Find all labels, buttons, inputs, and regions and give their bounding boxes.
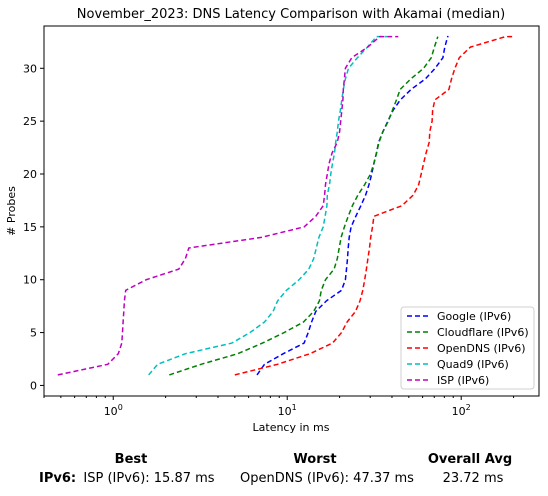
- x-axis-label: Latency in ms: [253, 421, 330, 434]
- series-line-google-ipv6: [256, 35, 449, 376]
- x-tick-label: 101: [278, 403, 297, 418]
- worst-value: OpenDNS (IPv6): 47.37 ms: [240, 471, 414, 486]
- y-tick-label: 30: [23, 62, 37, 75]
- worst-header: Worst: [293, 452, 337, 467]
- legend-box: [400, 306, 535, 390]
- y-tick-label: 15: [23, 221, 37, 234]
- best-value: ISP (IPv6): 15.87 ms: [83, 471, 215, 486]
- legend-label-cloudflare-ipv6: Cloudflare (IPv6): [437, 326, 529, 339]
- legend-label-quad9-ipv6: Quad9 (IPv6): [437, 358, 509, 371]
- y-tick-label: 20: [23, 168, 37, 181]
- plot-area: [43, 25, 540, 397]
- series-line-quad9-ipv6: [148, 35, 387, 376]
- y-tick-label: 0: [30, 379, 37, 392]
- summary-panel: Best Worst Overall Avg IPv6: ISP (IPv6):…: [0, 446, 548, 496]
- y-axis-label: # Probes: [5, 186, 18, 236]
- legend-label-opendns-ipv6: OpenDNS (IPv6): [437, 342, 526, 355]
- overall-avg-value: 23.72 ms: [442, 471, 504, 486]
- y-tick-label: 5: [30, 327, 37, 340]
- series-line-isp-ipv6: [57, 35, 399, 376]
- latency-chart: November_2023: DNS Latency Comparison wi…: [5, 7, 540, 434]
- chart-title: November_2023: DNS Latency Comparison wi…: [77, 7, 505, 22]
- overall-avg-header: Overall Avg: [427, 452, 513, 467]
- y-tick-label: 25: [23, 115, 37, 128]
- series-line-cloudflare-ipv6: [169, 36, 439, 376]
- x-tick-label: 100: [104, 403, 123, 418]
- ipv6-row-label: IPv6:: [39, 471, 77, 486]
- best-header: Best: [114, 452, 148, 467]
- x-tick-label: 102: [452, 403, 471, 418]
- legend-label-google-ipv6: Google (IPv6): [437, 310, 511, 323]
- legend: Google (IPv6) Cloudflare (IPv6) OpenDNS (I…: [400, 306, 535, 390]
- legend-label-isp-ipv6: ISP (IPv6): [437, 374, 489, 387]
- y-tick-label: 10: [23, 274, 37, 287]
